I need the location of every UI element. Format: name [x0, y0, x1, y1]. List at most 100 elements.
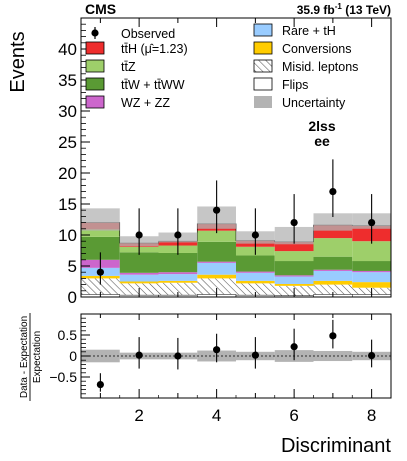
bar-wz-bin-6 [274, 275, 314, 277]
y-tick-label-20: 20 [58, 164, 77, 183]
bar-wz-bin-2 [119, 272, 159, 275]
bar-ttz-bin-4 [197, 230, 236, 242]
bar-conversions-bin-2 [119, 281, 159, 284]
legend-wz-label: WZ + ZZ [121, 96, 170, 110]
bar-misid-bin-7 [313, 284, 353, 295]
y-axis-events: 0 5 10 15 20 25 30 35 40 [58, 23, 90, 307]
ratio-y-axis-title: Data - Expectation Expectation [19, 313, 43, 401]
y-tick-label-35: 35 [58, 71, 77, 90]
y-tick-label-30: 30 [58, 102, 77, 121]
y-axis-title: Events [7, 31, 29, 92]
bar-wz-bin-7 [313, 269, 353, 271]
bar-misid-bin-1 [81, 278, 120, 295]
legend-uncertainty-label: Uncertainty [282, 96, 346, 110]
x-axis-title: Discriminant [281, 435, 391, 457]
legend-tth-label-a: tt̄H ( [121, 42, 145, 56]
bar-ttz-bin-8 [352, 241, 391, 262]
x-tick-label-4: 4 [212, 406, 221, 425]
ratio-band-bin-1 [81, 349, 120, 363]
bar-conversions-bin-4 [197, 274, 236, 279]
legend-entry-misid: Misid. leptons [253, 59, 358, 74]
bar-tth-bin-6 [274, 241, 314, 252]
legend-entry-flips: Flips [253, 77, 308, 92]
ratio-y-tick-label-2: 0.5 [58, 327, 78, 343]
legend-ttw-swatch [85, 77, 105, 91]
y-tick-label-15: 15 [58, 195, 77, 214]
legend-entry-wz: WZ + ZZ [85, 95, 170, 110]
top-plot-frame [80, 17, 392, 298]
uncertainty-bin-1 [81, 208, 120, 231]
observed-point-7 [329, 188, 337, 196]
bar-rare-bin-2 [119, 274, 159, 282]
bar-ttw-bin-1 [81, 236, 120, 260]
ratio-y-axis: −0.5 0 0.5 [49, 317, 90, 395]
legend-observed-label: Observed [121, 27, 175, 41]
bar-conversions-bin-7 [313, 280, 353, 285]
legend-conversions-label: Conversions [282, 42, 351, 56]
bar-ttw-bin-4 [197, 241, 236, 262]
x-tick-label-2: 2 [134, 406, 143, 425]
ratio-points [96, 319, 376, 392]
legend-uncertainty-swatch [254, 96, 272, 108]
legend-rare-label: Rare + tH [282, 24, 336, 38]
legend-observed-marker [91, 29, 99, 37]
ratio-y-tick-label-1: 0 [69, 348, 77, 364]
legend-misid-label: Misid. leptons [282, 60, 358, 74]
ratio-point-4 [213, 346, 221, 354]
bar-ttz-bin-1 [81, 229, 120, 237]
bar-misid-bin-3 [158, 282, 198, 296]
lumi-value: 35.9 fb [297, 3, 335, 17]
bar-rare-bin-6 [274, 276, 314, 284]
ratio-uncertainty-band [81, 349, 391, 363]
legend-wz-swatch [85, 95, 105, 109]
ratio-point-3 [174, 352, 182, 360]
bar-ttz-bin-7 [313, 238, 353, 257]
observed-point-4 [213, 206, 221, 214]
bar-ttw-bin-8 [352, 261, 391, 271]
ratio-y-tick-label-0: −0.5 [49, 369, 77, 385]
bar-rare-bin-5 [236, 272, 275, 281]
observed-point-5 [251, 231, 259, 239]
ratio-point-8 [368, 351, 376, 360]
legend-conversions-swatch [253, 41, 273, 55]
legend-ttw-label: tt̄W + tt̄WW [121, 78, 185, 92]
bar-misid-bin-5 [236, 283, 275, 296]
observed-point-1 [96, 268, 104, 276]
ratio-point-6 [290, 343, 298, 351]
uncertainty-bin-7 [313, 213, 353, 231]
observed-point-6 [290, 219, 298, 227]
bar-conversions-bin-6 [274, 283, 314, 286]
y-tick-label-5: 5 [68, 257, 77, 276]
top-x-ticks [99, 18, 373, 297]
luminosity-label: 35.9 fb-1 (13 TeV) [297, 2, 391, 17]
bar-rare-bin-3 [158, 274, 198, 281]
legend-entry-conversions: Conversions [253, 41, 351, 56]
ratio-y-title-numerator: Data - Expectation [19, 316, 30, 398]
bar-ttw-bin-7 [313, 256, 353, 270]
legend-flips-label: Flips [282, 78, 308, 92]
ratio-point-1 [96, 380, 104, 389]
legend-entry-observed: Observed [91, 27, 175, 41]
ratio-y-title-denominator: Expectation [32, 331, 43, 383]
bar-wz-bin-3 [158, 272, 198, 275]
legend-entry-ttz: tt̄Z [85, 59, 136, 74]
legend-entry-tth: tt̄H (μ̂=1.23) [85, 41, 188, 56]
main-plot-panel: 0 5 10 15 20 25 30 35 40 [58, 17, 392, 307]
legend-tth-label-b: =1.23) [152, 42, 188, 56]
bar-misid-bin-4 [197, 278, 236, 295]
category-label-line1: 2lss [308, 118, 335, 134]
legend-misid-swatch [253, 59, 273, 73]
bar-rare-bin-4 [197, 262, 236, 275]
ratio-point-2 [135, 351, 143, 359]
category-label-line2: ee [314, 133, 330, 149]
legend: Observed tt̄H (μ̂=1.23) tt̄Z tt̄W + tt̄W… [85, 23, 358, 110]
ratio-point-7 [329, 332, 337, 340]
observed-point-3 [174, 231, 182, 239]
bar-ttw-bin-2 [119, 252, 159, 273]
x-axis-discriminant: 2 4 6 8 [99, 314, 376, 425]
bar-conversions-bin-5 [236, 280, 275, 284]
x-tick-label-6: 6 [289, 406, 298, 425]
bar-conversions-bin-8 [352, 282, 391, 288]
ratio-point-5 [251, 351, 259, 359]
